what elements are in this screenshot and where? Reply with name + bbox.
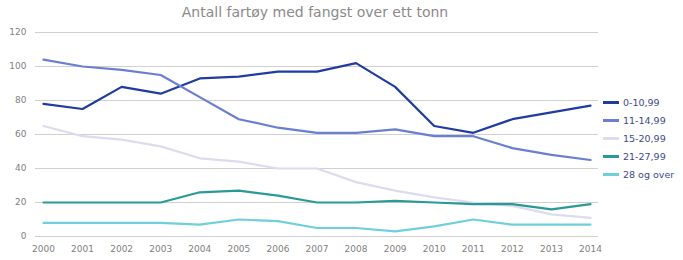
svg-text:2007: 2007 (306, 244, 329, 254)
html-text:28 og over: 28 og over (623, 169, 675, 180)
svg-text:2002: 2002 (110, 244, 133, 254)
html-text:Antall fartøy med fangst over: Antall fartøy med fangst over ett tonn (181, 4, 449, 20)
svg-text:2009: 2009 (384, 244, 407, 254)
svg-text:2003: 2003 (149, 244, 172, 254)
svg-text:2000: 2000 (32, 244, 55, 254)
svg-text:2006: 2006 (266, 244, 289, 254)
svg-text:120: 120 (9, 27, 26, 37)
svg-text:2008: 2008 (345, 244, 368, 254)
svg-text:2011: 2011 (462, 244, 485, 254)
svg-text:2012: 2012 (501, 244, 524, 254)
svg-text:20: 20 (15, 197, 27, 207)
svg-text:80: 80 (15, 95, 27, 105)
svg-text:100: 100 (9, 61, 26, 71)
svg-text:2001: 2001 (71, 244, 94, 254)
svg-text:2004: 2004 (188, 244, 211, 254)
svg-text:60: 60 (15, 129, 27, 139)
html-text:15-20,99: 15-20,99 (623, 133, 666, 144)
svg-text:2014: 2014 (579, 244, 602, 254)
html-text:21-27,99: 21-27,99 (623, 151, 666, 162)
html-text:11-14,99: 11-14,99 (623, 115, 666, 126)
svg-text:2005: 2005 (227, 244, 250, 254)
svg-text:40: 40 (15, 163, 27, 173)
svg-text:2010: 2010 (423, 244, 446, 254)
svg-text:2013: 2013 (540, 244, 563, 254)
svg-text:0: 0 (21, 231, 27, 241)
html-text:0-10,99: 0-10,99 (623, 97, 660, 108)
